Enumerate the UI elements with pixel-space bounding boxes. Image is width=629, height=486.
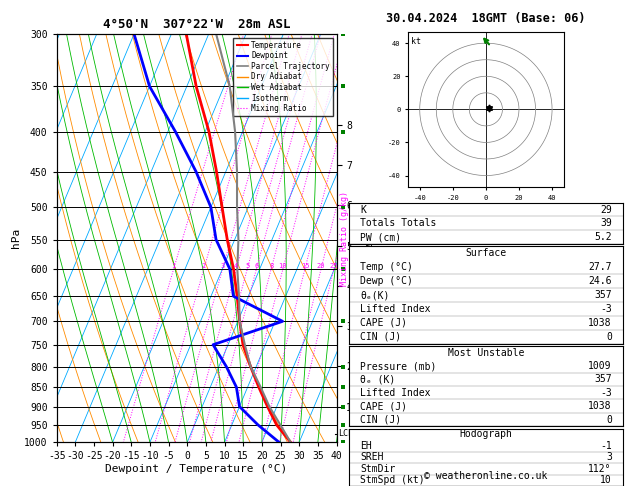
Text: -3: -3: [600, 304, 612, 314]
Text: CIN (J): CIN (J): [360, 415, 401, 425]
Text: 6: 6: [254, 263, 259, 269]
Text: Pressure (mb): Pressure (mb): [360, 361, 437, 371]
Text: 5: 5: [245, 263, 249, 269]
Text: 357: 357: [594, 290, 612, 300]
Text: 8: 8: [269, 263, 273, 269]
Text: 24.6: 24.6: [588, 276, 612, 286]
Text: CIN (J): CIN (J): [360, 331, 401, 342]
Text: 3: 3: [606, 452, 612, 462]
Y-axis label: hPa: hPa: [11, 228, 21, 248]
Text: 27.7: 27.7: [588, 262, 612, 272]
Text: CAPE (J): CAPE (J): [360, 401, 407, 411]
Text: CAPE (J): CAPE (J): [360, 318, 407, 328]
Text: StmSpd (kt): StmSpd (kt): [360, 475, 425, 485]
Text: θₑ (K): θₑ (K): [360, 374, 395, 384]
Text: 4: 4: [234, 263, 238, 269]
Text: © weatheronline.co.uk: © weatheronline.co.uk: [424, 471, 548, 481]
Text: 112°: 112°: [588, 464, 612, 474]
Text: 25: 25: [330, 263, 338, 269]
Text: StmDir: StmDir: [360, 464, 395, 474]
Text: EH: EH: [360, 441, 372, 451]
Text: 1038: 1038: [588, 318, 612, 328]
Text: 39: 39: [600, 218, 612, 228]
Text: 1038: 1038: [588, 401, 612, 411]
Text: PW (cm): PW (cm): [360, 232, 401, 242]
Text: 2: 2: [202, 263, 206, 269]
Text: 5.2: 5.2: [594, 232, 612, 242]
Text: 20: 20: [317, 263, 325, 269]
Text: SREH: SREH: [360, 452, 384, 462]
Text: Totals Totals: Totals Totals: [360, 218, 437, 228]
Text: 1009: 1009: [588, 361, 612, 371]
Text: Temp (°C): Temp (°C): [360, 262, 413, 272]
Text: 357: 357: [594, 374, 612, 384]
Text: 0: 0: [606, 331, 612, 342]
Text: Lifted Index: Lifted Index: [360, 388, 430, 398]
Text: θₑ(K): θₑ(K): [360, 290, 389, 300]
Text: 0: 0: [606, 415, 612, 425]
Text: 3: 3: [220, 263, 225, 269]
Text: 30.04.2024  18GMT (Base: 06): 30.04.2024 18GMT (Base: 06): [386, 12, 586, 25]
X-axis label: Dewpoint / Temperature (°C): Dewpoint / Temperature (°C): [106, 464, 287, 474]
Y-axis label: km
ASL: km ASL: [355, 229, 377, 247]
Text: Mixing Ratio (g/kg): Mixing Ratio (g/kg): [340, 191, 348, 286]
Text: -1: -1: [600, 441, 612, 451]
Text: 10: 10: [600, 475, 612, 485]
Text: kt: kt: [411, 36, 421, 46]
Text: Hodograph: Hodograph: [459, 430, 513, 439]
Text: K: K: [360, 205, 366, 214]
Text: LCL: LCL: [338, 429, 353, 438]
Text: -3: -3: [600, 388, 612, 398]
Text: Lifted Index: Lifted Index: [360, 304, 430, 314]
Legend: Temperature, Dewpoint, Parcel Trajectory, Dry Adiabat, Wet Adiabat, Isotherm, Mi: Temperature, Dewpoint, Parcel Trajectory…: [233, 38, 333, 116]
Text: 15: 15: [301, 263, 309, 269]
Text: Surface: Surface: [465, 248, 506, 259]
Title: 4°50'N  307°22'W  28m ASL: 4°50'N 307°22'W 28m ASL: [103, 18, 291, 32]
Text: 1: 1: [172, 263, 175, 269]
Text: 10: 10: [279, 263, 287, 269]
Text: Most Unstable: Most Unstable: [448, 347, 524, 358]
Text: Dewp (°C): Dewp (°C): [360, 276, 413, 286]
Text: 29: 29: [600, 205, 612, 214]
